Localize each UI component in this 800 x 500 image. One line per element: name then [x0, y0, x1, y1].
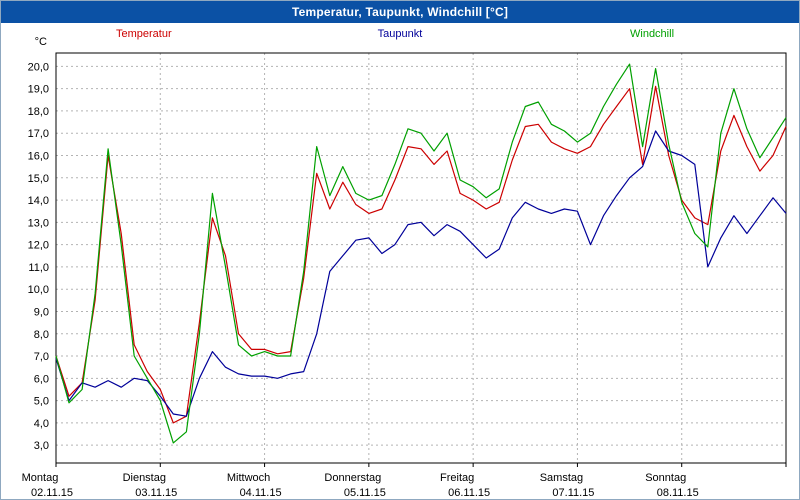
- svg-text:03.11.15: 03.11.15: [135, 487, 177, 499]
- svg-text:14,0: 14,0: [28, 195, 49, 207]
- svg-text:8,0: 8,0: [34, 329, 49, 341]
- svg-text:°C: °C: [35, 36, 47, 48]
- svg-text:Sonntag: Sonntag: [645, 472, 686, 484]
- svg-text:4,0: 4,0: [34, 418, 49, 430]
- svg-text:Samstag: Samstag: [540, 472, 583, 484]
- svg-text:Mittwoch: Mittwoch: [227, 472, 270, 484]
- svg-text:Freitag: Freitag: [440, 472, 474, 484]
- svg-text:5,0: 5,0: [34, 396, 49, 408]
- svg-text:04.11.15: 04.11.15: [240, 487, 282, 499]
- title-bar: Temperatur, Taupunkt, Windchill [°C]: [1, 1, 799, 23]
- svg-text:08.11.15: 08.11.15: [657, 487, 699, 499]
- legend-label-windchill: Windchill: [630, 28, 675, 40]
- svg-text:07.11.15: 07.11.15: [552, 487, 594, 499]
- svg-text:11,0: 11,0: [28, 262, 49, 274]
- svg-text:Donnerstag: Donnerstag: [324, 472, 381, 484]
- svg-text:7,0: 7,0: [34, 351, 49, 363]
- svg-text:17,0: 17,0: [28, 128, 49, 140]
- chart-plot: 3,0 4,0 5,0 6,0 7,0 8,0 9,0 10,0 11,0 12,0 13,0 14,…: [22, 36, 787, 499]
- svg-text:Dienstag: Dienstag: [123, 472, 166, 484]
- svg-text:06.11.15: 06.11.15: [448, 487, 490, 499]
- svg-text:6,0: 6,0: [34, 373, 49, 385]
- legend-label-taupunkt: Taupunkt: [377, 28, 423, 40]
- svg-text:19,0: 19,0: [28, 84, 49, 96]
- svg-text:05.11.15: 05.11.15: [344, 487, 386, 499]
- window-title: Temperatur, Taupunkt, Windchill [°C]: [291, 5, 509, 19]
- svg-text:20,0: 20,0: [28, 61, 49, 73]
- svg-text:18,0: 18,0: [28, 106, 49, 118]
- svg-text:13,0: 13,0: [28, 217, 49, 229]
- svg-text:Montag: Montag: [22, 472, 59, 484]
- svg-text:02.11.15: 02.11.15: [31, 487, 73, 499]
- svg-text:10,0: 10,0: [28, 284, 49, 296]
- svg-text:9,0: 9,0: [34, 306, 49, 318]
- svg-text:15,0: 15,0: [28, 173, 49, 185]
- legend-label-temperatur: Temperatur: [116, 28, 172, 40]
- svg-text:16,0: 16,0: [28, 151, 49, 163]
- svg-text:3,0: 3,0: [34, 440, 49, 452]
- svg-text:12,0: 12,0: [28, 240, 49, 252]
